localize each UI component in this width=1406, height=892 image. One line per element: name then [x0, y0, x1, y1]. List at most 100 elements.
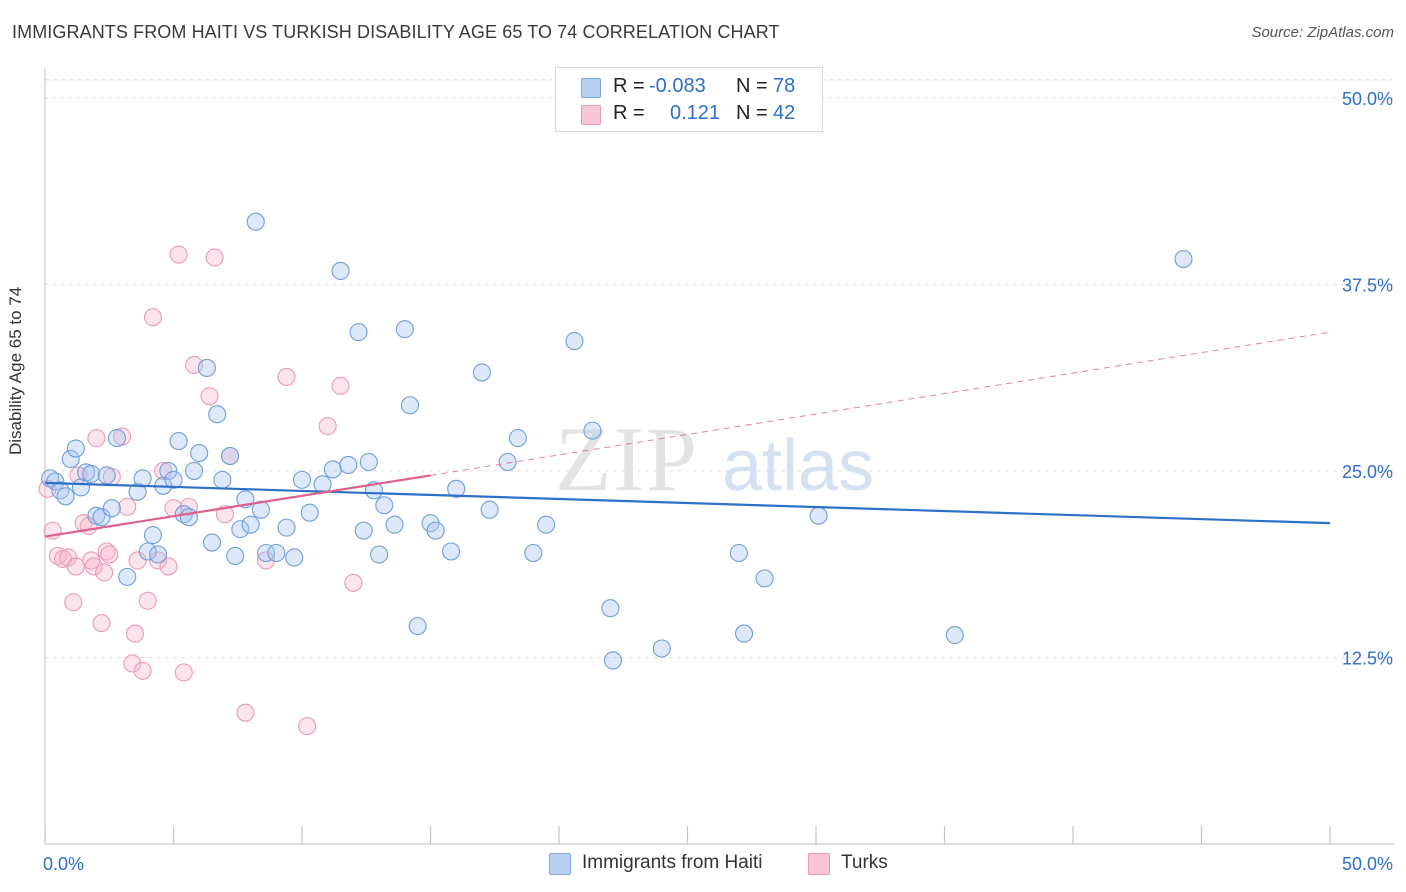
turks-point [84, 557, 103, 576]
haiti-point [331, 261, 350, 281]
r-value: -0.083 [649, 75, 706, 97]
turks-point [256, 551, 276, 570]
haiti-swatch [581, 78, 601, 98]
n-value: 78 [773, 75, 796, 97]
turks-points [38, 245, 363, 736]
haiti-point [277, 518, 296, 537]
x-tick-label: 0.0% [43, 854, 84, 874]
chart-title: IMMIGRANTS FROM HAITI VS TURKISH DISABIL… [12, 22, 780, 42]
haiti-point [537, 515, 556, 534]
haiti-point [164, 470, 183, 489]
haiti-point [102, 499, 121, 518]
haiti-point [652, 639, 671, 658]
turks-swatch [581, 105, 601, 125]
haiti-point [755, 569, 774, 588]
haiti-points [41, 212, 1193, 670]
n-label: N = [736, 75, 768, 97]
turks-point [123, 654, 142, 673]
haiti-point [442, 542, 461, 561]
haiti-point [208, 405, 227, 424]
haiti-point [61, 449, 80, 469]
haiti-point [809, 506, 828, 525]
haiti-point [472, 363, 491, 382]
haiti-point [480, 500, 499, 519]
turks-point [143, 308, 162, 327]
haiti-point [92, 508, 111, 527]
haiti-point [285, 548, 304, 567]
haiti-point [400, 396, 419, 415]
turks-trend-dashed [430, 331, 1331, 476]
r-label: R = [613, 75, 645, 97]
haiti-point [128, 482, 147, 501]
gridlines [45, 79, 1395, 658]
haiti-point [46, 472, 65, 491]
turks-point [149, 551, 168, 570]
turks-point [236, 703, 255, 722]
haiti-point [149, 545, 168, 564]
haiti-point [601, 599, 620, 618]
turks-point [95, 563, 114, 582]
haiti-point [226, 546, 245, 566]
haiti-point [426, 521, 445, 540]
haiti-point [583, 421, 602, 440]
haiti-point [190, 443, 209, 463]
haiti-point [524, 543, 543, 563]
turks-point [298, 717, 317, 736]
watermark-atlas: atlas [722, 426, 874, 506]
turks-point [64, 593, 83, 612]
turks-trend-line [44, 474, 431, 538]
haiti-point [51, 481, 70, 500]
haiti-point [729, 543, 748, 563]
haiti-point [185, 461, 204, 480]
turks-point [200, 387, 219, 406]
y-tick-label: 50.0% [1342, 89, 1393, 109]
haiti-point [56, 487, 75, 506]
r-value: 0.121 [670, 102, 721, 124]
haiti-point [197, 358, 216, 378]
haiti-point [138, 542, 157, 561]
turks-point [154, 461, 173, 480]
haiti-point [203, 533, 222, 552]
haiti-point [498, 452, 517, 472]
haiti-point [143, 526, 162, 545]
x-tick-labels: 0.0% 50.0% [43, 854, 1393, 874]
haiti-point [246, 212, 265, 231]
haiti-point [82, 464, 101, 483]
axes [44, 68, 1395, 845]
y-tick-label: 12.5% [1342, 648, 1393, 668]
y-tick-label: 25.0% [1342, 462, 1393, 482]
haiti-point [565, 332, 584, 351]
haiti-point [300, 503, 319, 522]
haiti-point [292, 470, 312, 489]
turks-point [215, 505, 234, 524]
watermark: ZIP atlas [555, 408, 874, 510]
turks-point [169, 245, 188, 264]
turks-swatch [808, 853, 830, 875]
correlation-legend: R = -0.083 N = 78 R = 0.121 N = 42 [555, 67, 823, 132]
turks-point [125, 624, 144, 643]
legend-label: Immigrants from Haiti [582, 852, 763, 873]
turks-point [66, 557, 85, 576]
haiti-point [447, 479, 466, 498]
turks-point [318, 417, 337, 436]
haiti-point [323, 460, 342, 479]
turks-point [277, 367, 296, 386]
turks-point [159, 557, 178, 576]
haiti-point [508, 429, 527, 448]
haiti-point [231, 520, 250, 539]
turks-point [331, 376, 350, 395]
haiti-point [339, 455, 358, 475]
n-value: 42 [773, 102, 796, 124]
turks-point [87, 429, 106, 448]
haiti-point [159, 461, 178, 480]
trend-lines [44, 331, 1331, 538]
haiti-point [169, 432, 188, 451]
legend-label: Turks [841, 852, 888, 873]
turks-point [174, 663, 193, 682]
x-tick-label: 50.0% [1342, 854, 1393, 874]
haiti-point [107, 429, 127, 448]
source-credit: Source: ZipAtlas.com [1251, 24, 1394, 41]
haiti-point [267, 543, 286, 563]
haiti-point [375, 496, 394, 515]
